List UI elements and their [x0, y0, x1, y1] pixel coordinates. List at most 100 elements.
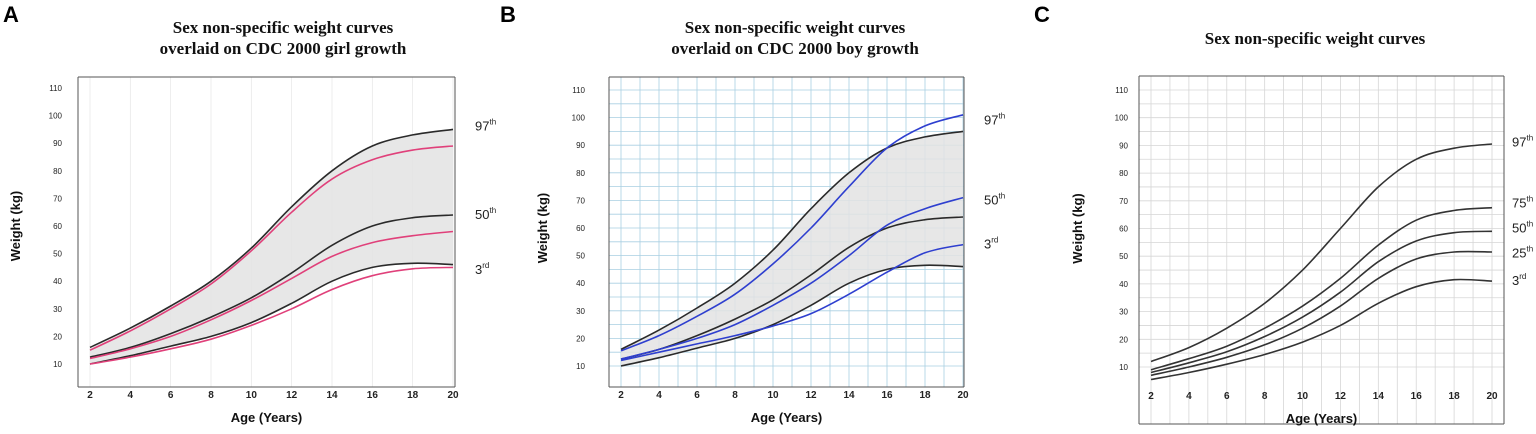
shaded-band: [90, 129, 453, 364]
y-tick-label: 60: [576, 224, 585, 233]
x-tick-label: 6: [1224, 391, 1230, 402]
panel-c: C Sex non-specific weight curves 10 20 30 40 5…: [1034, 2, 1533, 426]
x-tick-label: 14: [843, 390, 855, 401]
y-tick-label: 20: [53, 332, 62, 341]
y-tick-label: 20: [1119, 335, 1128, 344]
percentile-label: 50th: [1512, 220, 1533, 236]
y-tick-label: 60: [53, 222, 62, 231]
y-tick-label: 30: [576, 307, 585, 316]
series-line-cdc-girl-50th: [89, 230, 454, 360]
x-tick-label: 6: [168, 390, 174, 401]
panel-label: A: [3, 2, 19, 27]
percentile-label-suffix: rd: [482, 261, 489, 270]
x-tick-label: 16: [1411, 391, 1423, 402]
y-tick-label: 70: [53, 194, 62, 203]
percentile-label-suffix: rd: [1519, 272, 1526, 281]
percentile-label-value: 3: [1512, 273, 1519, 288]
percentile-label-value: 75: [1512, 196, 1526, 211]
x-tick-label: 18: [919, 390, 931, 401]
series-line-25th: [1150, 250, 1493, 377]
percentile-label-suffix: th: [998, 191, 1005, 200]
percentile-label-value: 50: [1512, 221, 1526, 236]
x-tick-label: 20: [447, 390, 459, 401]
series-line-cdc-boy-97th: [620, 114, 964, 352]
percentile-label-suffix: rd: [991, 236, 998, 245]
x-axis-label: Age (Years): [751, 410, 823, 425]
y-tick-label: 80: [53, 167, 62, 176]
x-tick-label: 12: [286, 390, 298, 401]
x-tick-label: 16: [367, 390, 379, 401]
percentile-label-value: 97: [1512, 135, 1526, 150]
y-axis-label: Weight (kg): [1070, 193, 1085, 264]
series-line-cdc-girl-3rd: [89, 266, 454, 365]
series-line-3rd: [89, 262, 454, 365]
series-line-97th: [1150, 143, 1493, 363]
y-axis-label: Weight (kg): [535, 193, 550, 264]
x-tick-label: 12: [805, 390, 817, 401]
y-tick-label: 40: [1119, 280, 1128, 289]
x-tick-label: 2: [87, 390, 93, 401]
chart-title-line: Sex non-specific weight curves: [1205, 29, 1426, 48]
x-tick-label: 10: [246, 390, 258, 401]
y-tick-label: 100: [1115, 114, 1129, 123]
series-line-97th: [620, 130, 964, 351]
y-tick-label: 10: [1119, 363, 1128, 372]
y-tick-label: 110: [572, 86, 585, 95]
series-line-50th: [620, 216, 964, 360]
x-tick-label: 2: [1148, 391, 1154, 402]
x-tick-label: 20: [957, 390, 969, 401]
percentile-label-value: 97: [984, 112, 998, 127]
percentile-label: 25th: [1512, 244, 1533, 260]
y-tick-label: 50: [576, 252, 585, 261]
percentile-label: 75th: [1512, 195, 1533, 211]
y-tick-label: 80: [1119, 169, 1128, 178]
y-tick-label: 90: [1119, 141, 1128, 150]
x-tick-label: 4: [1186, 391, 1192, 402]
y-tick-label: 70: [1119, 197, 1128, 206]
percentile-label-suffix: th: [1526, 195, 1533, 204]
y-tick-label: 70: [576, 196, 585, 205]
percentile-label-suffix: th: [489, 118, 496, 127]
y-tick-label: 50: [53, 250, 62, 259]
y-tick-label: 90: [576, 141, 585, 150]
y-tick-label: 20: [576, 334, 585, 343]
grid: [1139, 76, 1504, 424]
series-line-cdc-girl-97th: [89, 145, 454, 351]
y-tick-label: 110: [1115, 86, 1128, 95]
x-tick-label: 12: [1335, 391, 1347, 402]
y-tick-label: 40: [576, 279, 585, 288]
percentile-label: 50th: [475, 206, 496, 222]
series-line-50th: [89, 214, 454, 358]
percentile-label-value: 50: [475, 207, 489, 222]
series-line-cdc-boy-50th: [620, 196, 964, 360]
percentile-label-suffix: th: [998, 111, 1005, 120]
series-line-75th: [1150, 206, 1493, 371]
x-tick-label: 18: [1449, 391, 1461, 402]
series-line-3rd: [620, 264, 964, 367]
plot-frame: [77, 76, 456, 388]
x-tick-label: 8: [732, 390, 738, 401]
percentile-label-value: 3: [475, 262, 482, 277]
y-tick-label: 110: [49, 84, 62, 93]
x-tick-label: 14: [326, 390, 338, 401]
percentile-label: 3rd: [984, 236, 998, 252]
x-tick-label: 4: [656, 390, 662, 401]
y-tick-label: 90: [53, 139, 62, 148]
panel-label: B: [500, 2, 516, 27]
percentile-label-value: 50: [984, 192, 998, 207]
panel-label: C: [1034, 2, 1050, 27]
plot-frame: [608, 76, 965, 388]
x-tick-label: 10: [767, 390, 779, 401]
chart-title-line: overlaid on CDC 2000 boy growth: [671, 39, 919, 58]
y-tick-label: 60: [1119, 225, 1128, 234]
x-tick-label: 8: [208, 390, 214, 401]
percentile-label-suffix: th: [1526, 220, 1533, 229]
chart-title-line: Sex non-specific weight curves: [685, 18, 906, 37]
percentile-label-value: 97: [475, 119, 489, 134]
y-tick-label: 80: [576, 169, 585, 178]
y-tick-label: 10: [53, 360, 62, 369]
percentile-label: 50th: [984, 191, 1005, 207]
x-tick-label: 10: [1297, 391, 1309, 402]
panel-b: B Sex non-specific weight curves overlaid …: [500, 2, 1005, 425]
x-tick-label: 14: [1373, 391, 1385, 402]
